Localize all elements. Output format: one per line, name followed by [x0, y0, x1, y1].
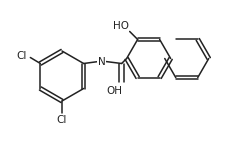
Text: HO: HO	[113, 21, 129, 31]
Text: Cl: Cl	[16, 50, 27, 61]
Text: N: N	[98, 57, 106, 66]
Text: OH: OH	[107, 86, 123, 95]
Text: Cl: Cl	[57, 115, 67, 125]
